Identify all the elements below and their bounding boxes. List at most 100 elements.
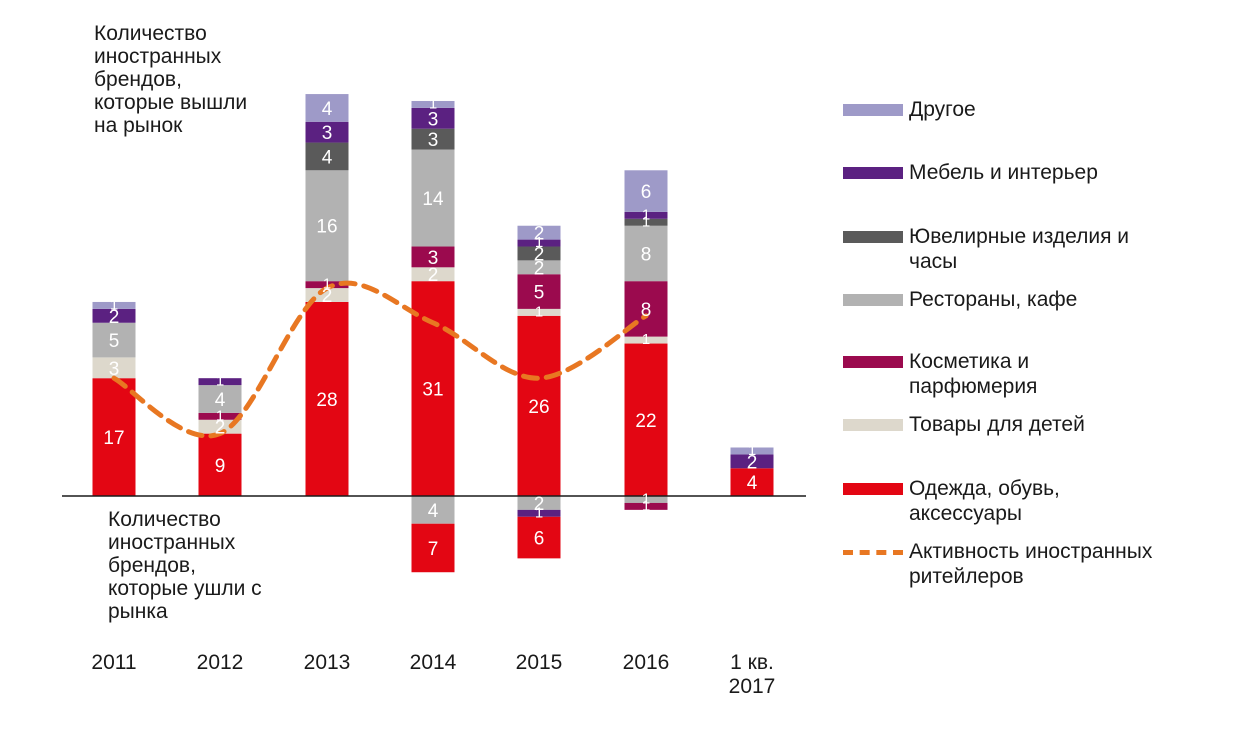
x-tick-label-line: 1 кв. — [730, 651, 774, 674]
legend-label-line: Активность иностранных — [909, 540, 1153, 563]
bar-value-label: 1 — [642, 497, 650, 514]
bar-value-label: 9 — [215, 456, 226, 477]
bar-value-label: 4 — [428, 501, 439, 522]
legend-label: Ювелирные изделия и часы — [909, 224, 1129, 274]
x-tick-label: 2011 — [69, 651, 159, 675]
bar-segment-entered-рестораны-кафе — [92, 322, 136, 358]
legend-label-line: часы — [909, 250, 958, 273]
bar-value-label: 2 — [428, 265, 439, 286]
legend-label-line: ритейлеров — [909, 565, 1024, 588]
bar-segment-entered-ювелирные-изделия-и-часы — [305, 142, 349, 171]
bar-value-label: 1 — [642, 206, 650, 223]
legend-label: Рестораны, кафе — [909, 287, 1077, 312]
bar-segment-entered-мебель-и-интерьер — [198, 378, 242, 386]
bar-segment-entered-мебель-и-интерьер — [624, 211, 668, 219]
bar-segment-entered-одежда-обувь-аксессуары — [411, 281, 455, 496]
activity-line-group — [111, 280, 649, 439]
legend-label: Косметика и парфюмерия — [909, 349, 1037, 399]
x-tick-label: 1 кв. 2017 — [707, 651, 797, 699]
bar-value-label: 1 — [642, 331, 650, 348]
bar-value-label: 2 — [534, 494, 545, 515]
entered-annotation-line: на рынок — [94, 114, 183, 137]
x-tick-label-line: 2016 — [622, 651, 670, 674]
bar-value-label: 4 — [747, 473, 758, 494]
bar-segment-entered-товары-для-детей — [624, 336, 668, 344]
bar-value-label: 1 — [642, 490, 650, 507]
legend-dash-swatch — [843, 550, 903, 555]
bar-segment-entered-одежда-обувь-аксессуары — [517, 315, 561, 496]
entered-annotation-line: которые вышли — [94, 91, 248, 114]
bar-segment-entered-рестораны-кафе — [305, 170, 349, 282]
legend-swatch — [843, 167, 903, 179]
bar-segment-exited-одежда-обувь-аксессуары — [517, 516, 561, 559]
legend-label-line: Рестораны, кафе — [909, 288, 1078, 311]
bar-segment-exited-одежда-обувь-аксессуары — [411, 523, 455, 573]
x-tick-label: 2012 — [175, 651, 265, 675]
legend-label: Товары для детей — [909, 412, 1085, 437]
bar-value-label: 14 — [422, 189, 444, 210]
exited-annotation-line: иностранных — [108, 531, 236, 554]
bar-segment-entered-мебель-и-интерьер — [517, 239, 561, 247]
legend-swatch — [843, 483, 903, 495]
bar-value-label: 3 — [322, 123, 333, 144]
bar-value-label: 5 — [534, 283, 545, 304]
bar-value-label: 16 — [316, 217, 337, 238]
x-tick-label-line: 2013 — [303, 651, 351, 674]
bar-value-label: 1 — [535, 234, 543, 251]
bar-segment-entered-товары-для-детей — [92, 357, 136, 379]
bar-segment-exited-рестораны-кафе — [624, 496, 668, 503]
bar-value-label: 2 — [322, 286, 333, 307]
bar-value-label: 2 — [534, 244, 545, 265]
bar-segment-exited-мебель-и-интерьер — [517, 509, 561, 517]
bar-value-label: 2 — [747, 452, 758, 473]
bar-segment-entered-товары-для-детей — [411, 267, 455, 282]
legend-swatch — [843, 419, 903, 431]
bar-segment-entered-мебель-и-интерьер — [411, 107, 455, 129]
legend-label-line: аксессуары — [909, 502, 1022, 525]
bar-value-label: 22 — [635, 411, 656, 432]
legend-label-line: Косметика и — [909, 350, 1030, 373]
x-tick-label-line: 2012 — [196, 651, 244, 674]
bar-segment-entered-другое — [305, 94, 349, 122]
legend-swatch — [843, 231, 903, 243]
bar-segment-entered-одежда-обувь-аксессуары — [730, 468, 774, 496]
entered-annotation-line: брендов, — [94, 68, 182, 91]
bar-segment-entered-мебель-и-интерьер — [92, 308, 136, 323]
bar-segment-entered-мебель-и-интерьер — [730, 454, 774, 469]
bar-value-label: 1 — [642, 213, 650, 230]
bar-segment-exited-рестораны-кафе — [517, 496, 561, 510]
bar-value-label: 1 — [535, 303, 543, 320]
bar-segment-exited-рестораны-кафе — [411, 496, 455, 524]
bar-value-label: 4 — [322, 99, 333, 120]
bar-value-label: 3 — [428, 109, 439, 130]
bar-segment-entered-ювелирные-изделия-и-часы — [624, 218, 668, 226]
bar-segment-entered-ювелирные-изделия-и-часы — [517, 246, 561, 261]
bar-value-label: 1 — [216, 373, 224, 390]
bar-value-label: 8 — [641, 244, 652, 265]
bar-segment-entered-другое — [730, 447, 774, 455]
legend-label-line: Другое — [909, 98, 976, 121]
legend-label-line: Товары для детей — [909, 413, 1085, 436]
x-tick-label-line: 2015 — [515, 651, 563, 674]
bar-segment-entered-товары-для-детей — [517, 308, 561, 316]
bar-segment-entered-косметика-и-парфюмерия — [517, 274, 561, 309]
activity-line — [111, 280, 649, 439]
bar-segment-exited-косметика-и-парфюмерия — [624, 502, 668, 510]
bar-segment-entered-другое — [624, 170, 668, 212]
bar-segment-entered-мебель-и-интерьер — [305, 121, 349, 143]
bar-value-label: 1 — [748, 442, 756, 459]
bar-value-label: 1 — [323, 276, 331, 293]
bar-value-label: 1 — [429, 95, 437, 112]
legend-swatch — [843, 356, 903, 368]
bars-group — [92, 94, 774, 573]
bar-value-label: 4 — [215, 390, 226, 411]
bar-segment-entered-рестораны-кафе — [198, 385, 242, 413]
bar-segment-entered-рестораны-кафе — [624, 225, 668, 282]
bar-value-label: 28 — [316, 390, 337, 411]
x-tick-label-line: 2014 — [409, 651, 457, 674]
bar-segment-entered-одежда-обувь-аксессуары — [305, 301, 349, 496]
legend-label: Активность иностранных ритейлеров — [909, 539, 1152, 589]
bar-segment-entered-другое — [411, 100, 455, 108]
bar-segment-entered-косметика-и-парфюмерия — [411, 246, 455, 268]
bar-segment-entered-ювелирные-изделия-и-часы — [411, 128, 455, 150]
